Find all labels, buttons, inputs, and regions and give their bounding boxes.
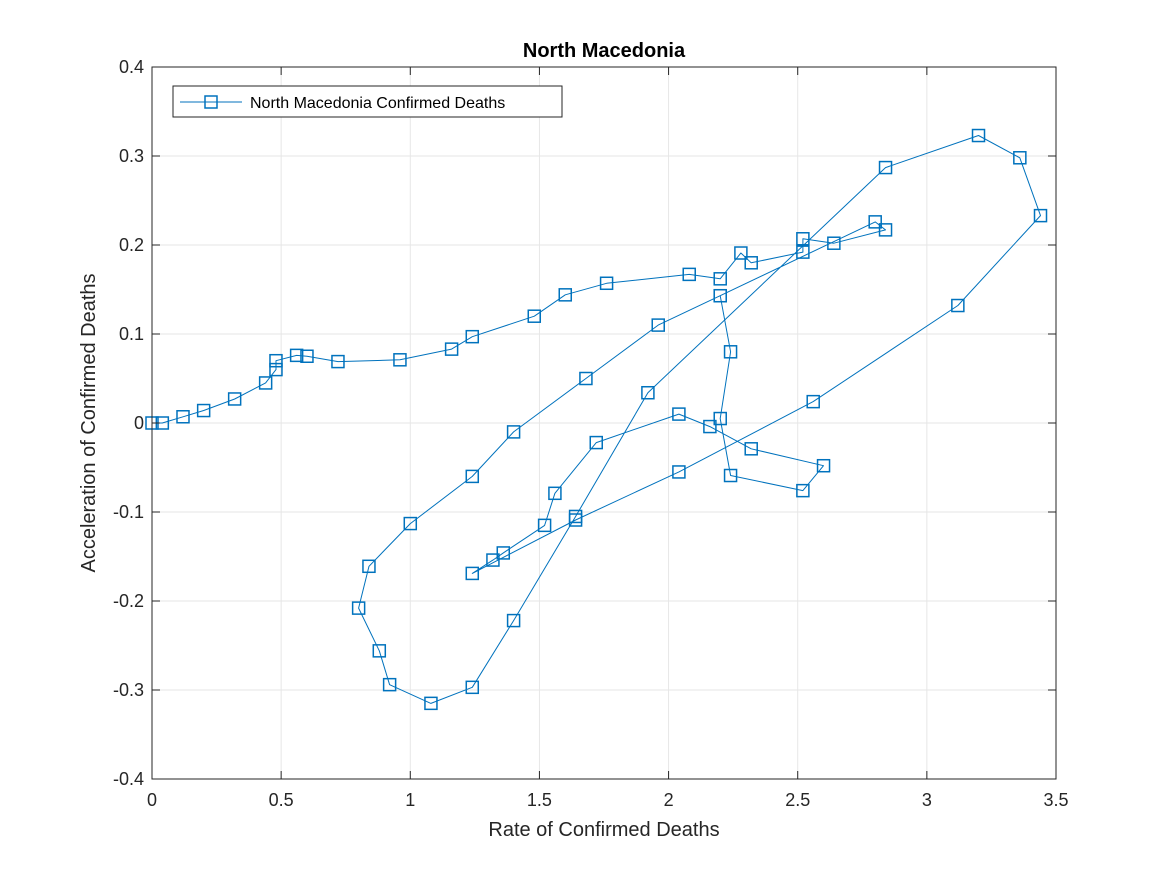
x-tick-label: 0.5 xyxy=(269,790,294,810)
data-point-marker xyxy=(878,223,893,237)
data-point-marker xyxy=(651,318,665,332)
data-point-marker xyxy=(548,486,562,501)
data-point-marker xyxy=(796,245,810,259)
x-tick-label: 3.5 xyxy=(1043,790,1068,810)
data-point-marker xyxy=(465,680,480,695)
data-point-marker xyxy=(465,469,480,484)
data-point-marker xyxy=(713,272,727,286)
data-point-marker xyxy=(796,483,810,498)
data-point-marker xyxy=(496,546,511,560)
data-point-marker xyxy=(672,407,686,421)
data-point-marker xyxy=(599,276,614,291)
data-point-marker xyxy=(227,392,242,406)
data-point-marker xyxy=(713,411,727,426)
data-point-marker xyxy=(258,376,273,390)
data-point-marker xyxy=(827,236,841,250)
data-point-marker xyxy=(393,353,407,367)
data-point-marker xyxy=(465,329,480,344)
data-point-marker xyxy=(568,509,583,524)
data-point-marker xyxy=(641,385,655,400)
data-point-marker xyxy=(579,371,593,386)
data-point-marker xyxy=(806,394,820,409)
data-point-marker xyxy=(558,288,573,302)
data-point-marker xyxy=(682,267,696,282)
data-point-marker xyxy=(506,613,521,628)
data-point-marker xyxy=(300,349,314,363)
legend-label: North Macedonia Confirmed Deaths xyxy=(250,95,505,112)
data-point-marker xyxy=(486,553,500,567)
x-axis-label: Rate of Confirmed Deaths xyxy=(488,819,719,841)
data-point-marker xyxy=(723,345,738,359)
y-tick-label: -0.3 xyxy=(113,680,144,700)
x-tick-label: 2 xyxy=(664,790,674,810)
y-axis-label: Acceleration of Confirmed Deaths xyxy=(78,273,100,572)
y-tick-label: 0.2 xyxy=(119,235,144,255)
data-point-marker xyxy=(269,353,283,368)
data-point-marker xyxy=(672,465,686,479)
data-point-marker xyxy=(703,419,717,434)
chart-title: North Macedonia xyxy=(523,40,686,62)
data-point-marker xyxy=(796,232,810,246)
y-tick-label: 0 xyxy=(134,413,144,433)
data-point-marker xyxy=(816,458,831,473)
y-tick-label: 0.1 xyxy=(119,324,144,344)
data-point-marker xyxy=(372,644,387,658)
data-point-marker xyxy=(403,516,418,531)
x-tick-label: 0 xyxy=(147,790,157,810)
x-tick-label: 3 xyxy=(922,790,932,810)
x-ticks: 0 0.5 1 1.5 2 2.5 3 3.5 xyxy=(147,67,1069,810)
data-point-marker xyxy=(269,362,283,377)
y-tick-label: -0.2 xyxy=(113,591,144,611)
data-point-marker xyxy=(713,288,727,303)
legend-marker xyxy=(204,95,218,109)
data-point-marker xyxy=(196,403,211,418)
data-point-marker xyxy=(744,442,758,456)
data-point-marker xyxy=(289,348,304,363)
y-ticks: -0.4 -0.3 -0.2 -0.1 0 0.1 0.2 0.3 0.4 xyxy=(113,57,1056,789)
series-group xyxy=(145,128,1048,711)
data-point-marker xyxy=(382,677,397,692)
data-point-marker xyxy=(331,354,345,369)
x-tick-label: 2.5 xyxy=(785,790,810,810)
series-line xyxy=(152,135,1041,704)
data-point-marker xyxy=(351,601,366,615)
data-point-marker xyxy=(527,309,542,323)
data-point-marker xyxy=(744,256,758,270)
y-tick-label: -0.4 xyxy=(113,769,144,789)
data-point-marker xyxy=(723,468,738,483)
y-tick-label: 0.3 xyxy=(119,146,144,166)
data-point-marker xyxy=(465,566,480,581)
data-point-marker xyxy=(1033,208,1048,223)
y-tick-label: 0.4 xyxy=(119,57,144,77)
data-point-marker xyxy=(537,518,552,533)
data-point-marker xyxy=(734,246,748,260)
data-point-marker xyxy=(951,298,965,313)
data-point-marker xyxy=(878,160,893,175)
x-tick-label: 1.5 xyxy=(527,790,552,810)
legend: North Macedonia Confirmed Deaths xyxy=(172,85,563,118)
data-point-marker xyxy=(444,342,459,356)
data-point-marker xyxy=(971,128,986,143)
data-point-marker xyxy=(506,425,521,439)
data-point-marker xyxy=(424,696,438,711)
y-tick-label: -0.1 xyxy=(113,502,144,522)
data-point-marker xyxy=(176,410,190,424)
x-tick-label: 1 xyxy=(405,790,415,810)
data-point-marker xyxy=(589,435,604,450)
data-point-marker xyxy=(1013,151,1027,165)
data-point-marker xyxy=(362,559,376,574)
data-point-marker xyxy=(868,215,882,229)
